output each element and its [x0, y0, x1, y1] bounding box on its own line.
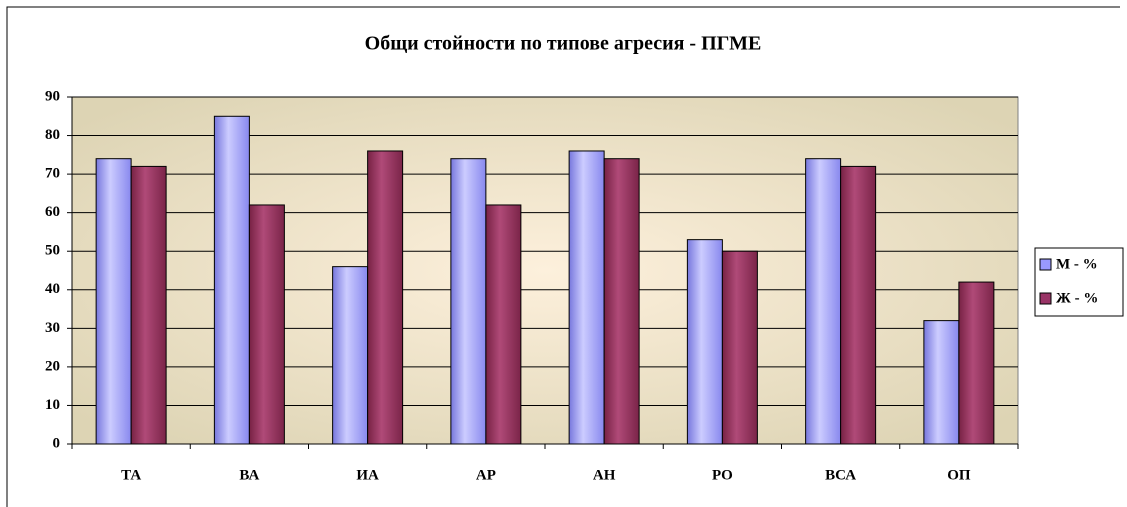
- bar: [485, 204, 522, 445]
- bar: [367, 150, 404, 445]
- legend-label: Ж - %: [1056, 290, 1098, 306]
- y-tick-label: 70: [45, 166, 60, 182]
- x-tick-label: ИА: [356, 467, 379, 483]
- bar: [923, 320, 960, 445]
- x-tick-label: АН: [593, 467, 616, 483]
- x-tick-label: РО: [712, 467, 733, 483]
- y-tick-label: 80: [45, 127, 60, 143]
- bar: [958, 281, 995, 445]
- y-tick-label: 90: [45, 88, 60, 104]
- x-tick-label: ВСА: [825, 467, 856, 483]
- bar: [450, 158, 487, 445]
- bar: [568, 150, 605, 445]
- bar: [213, 115, 250, 445]
- bar: [686, 239, 723, 445]
- chart-title: Общи стойности по типове агресия - ПГМЕ: [365, 33, 762, 55]
- bar: [248, 204, 285, 445]
- y-tick-label: 0: [53, 435, 61, 451]
- y-tick-label: 40: [45, 281, 60, 297]
- chart-border: [6, 6, 1120, 507]
- legend-swatch: [1039, 258, 1052, 271]
- bar: [721, 250, 758, 445]
- x-tick-label: ОП: [947, 467, 971, 483]
- x-tick-label: ТА: [121, 467, 141, 483]
- legend-swatch: [1039, 292, 1052, 305]
- x-tick-label: ВА: [239, 467, 259, 483]
- bar: [95, 158, 132, 445]
- legend-label: М - %: [1056, 256, 1098, 272]
- bar: [840, 165, 877, 445]
- y-tick-label: 20: [45, 358, 60, 374]
- x-tick-label: АР: [476, 467, 496, 483]
- y-tick-label: 30: [45, 320, 60, 336]
- y-tick-label: 50: [45, 243, 60, 259]
- bar: [332, 266, 369, 445]
- bar: [603, 158, 640, 445]
- bar: [130, 165, 167, 445]
- bar: [805, 158, 842, 445]
- y-tick-label: 60: [45, 204, 60, 220]
- y-tick-label: 10: [45, 397, 60, 413]
